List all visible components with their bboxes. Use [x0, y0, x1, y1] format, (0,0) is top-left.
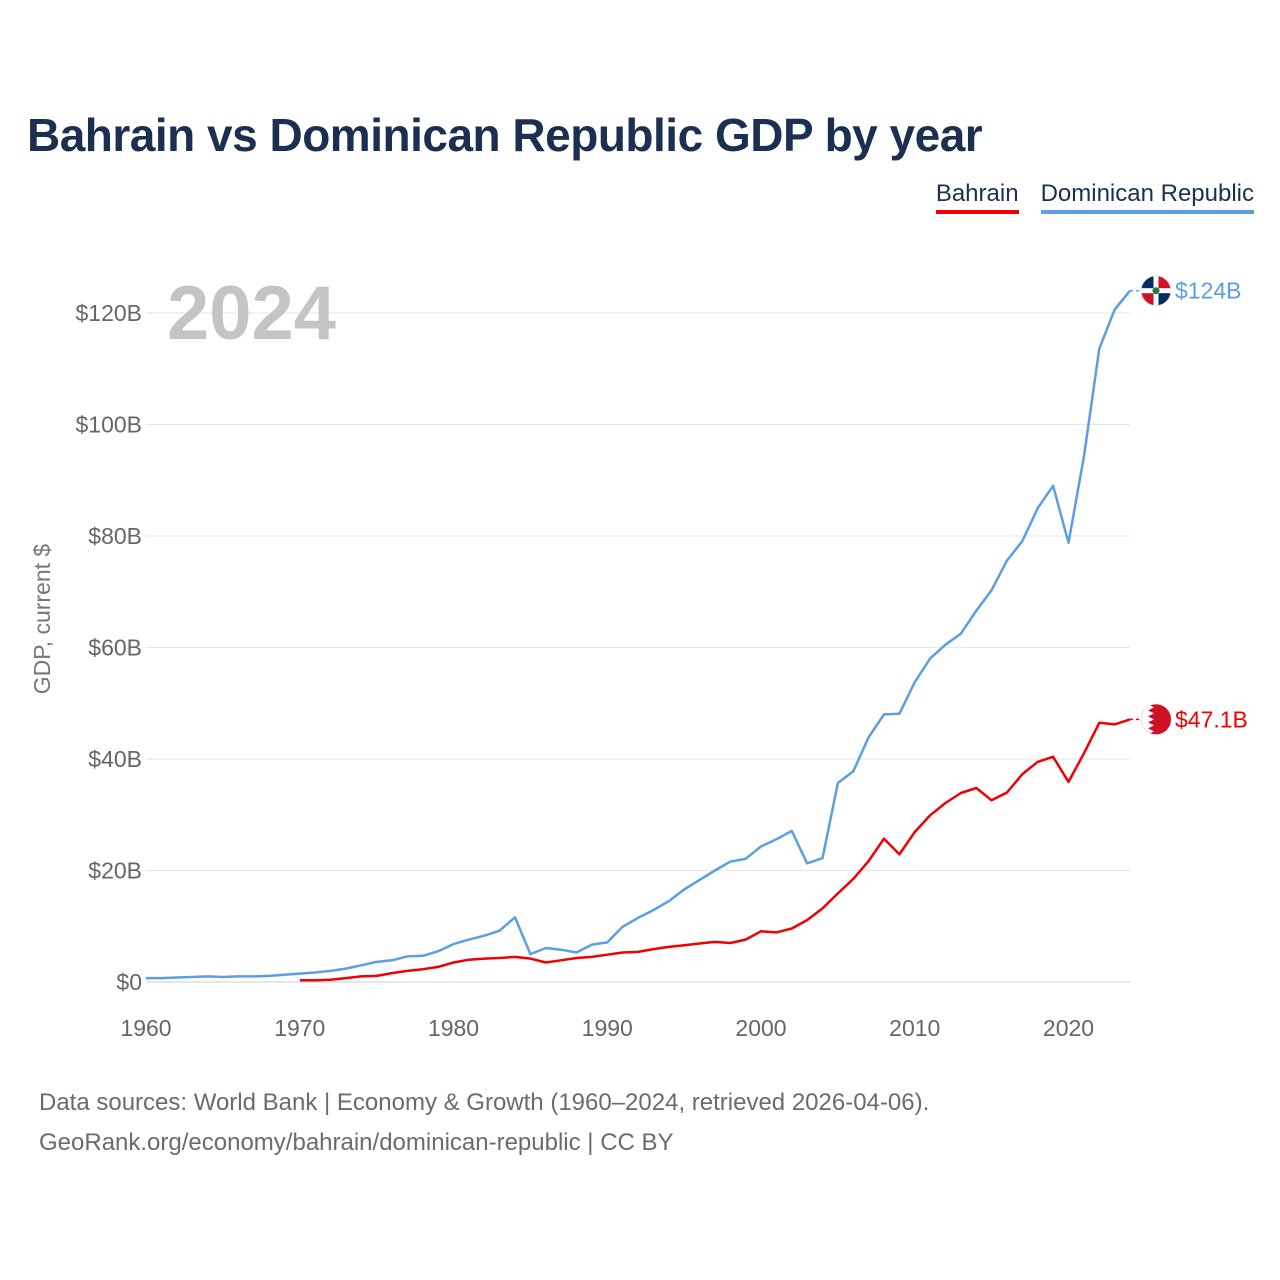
line-chart: $0 $20B $40B $60B $80B $100B $120B 1960 1970 1980… [29, 271, 1248, 1041]
x-tick-label: 2010 [889, 1015, 940, 1041]
x-tick-label: 2020 [1043, 1015, 1094, 1041]
series-line-bahrain [299, 718, 1131, 982]
y-tick-label: $100B [75, 412, 142, 438]
flag-badge-dominican-republic [1140, 275, 1172, 307]
source-note: Data sources: World Bank | Economy & Gro… [39, 1083, 929, 1163]
x-tick-label: 1970 [274, 1015, 325, 1041]
series-line-dominican-republic [146, 289, 1131, 980]
year-label: 2024 [167, 271, 336, 356]
source-line-1: Data sources: World Bank | Economy & Gro… [39, 1089, 930, 1116]
source-line-2[interactable]: GeoRank.org/economy/bahrain/dominican-re… [39, 1129, 674, 1156]
bahrain-flag-icon [1148, 704, 1171, 735]
y-tick-label: $40B [88, 746, 142, 772]
y-tick-label: $80B [88, 523, 142, 549]
x-tick-label: 1980 [428, 1015, 479, 1041]
x-tick-label: 1990 [582, 1015, 633, 1041]
x-tick-label: 2000 [735, 1015, 786, 1041]
legend: Bahrain Dominican Republic [935, 180, 1254, 214]
legend-item-bahrain[interactable]: Bahrain [935, 180, 1019, 214]
end-value-label-bahrain: $47.1B [1175, 706, 1248, 732]
legend-item-dominican-republic[interactable]: Dominican Republic [1040, 180, 1254, 214]
y-tick-label: $0 [116, 969, 142, 995]
end-value-label-dominican-republic: $124B [1175, 278, 1242, 304]
y-tick-label: $20B [88, 858, 142, 884]
y-axis-label: GDP, current $ [29, 544, 55, 695]
y-tick-label: $60B [88, 635, 142, 661]
chart-title: Bahrain vs Dominican Republic GDP by yea… [27, 109, 983, 161]
y-tick-label: $120B [75, 300, 142, 326]
x-tick-label: 1960 [120, 1015, 171, 1041]
